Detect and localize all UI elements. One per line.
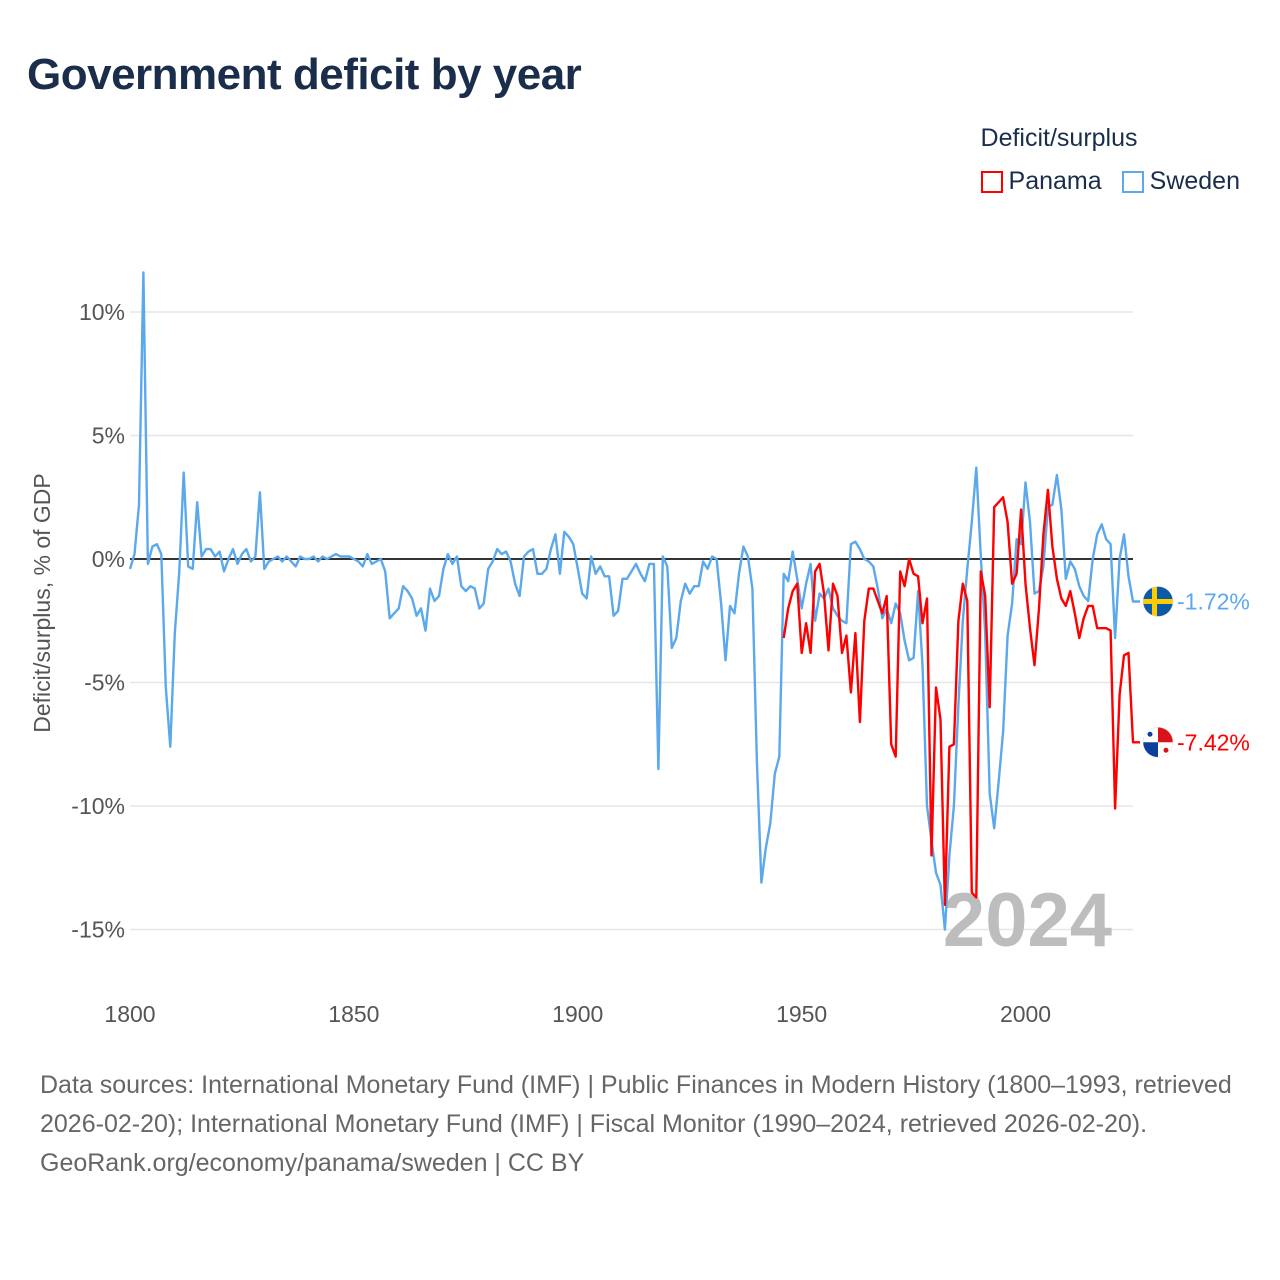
y-axis-label: Deficit/surplus, % of GDP bbox=[29, 473, 55, 732]
flag-body bbox=[1143, 586, 1173, 617]
end-value-label: -1.72% bbox=[1177, 588, 1250, 614]
legend: Deficit/surplus Panama Sweden bbox=[980, 124, 1240, 196]
flag-sweden-icon bbox=[1142, 586, 1174, 617]
flag-quarter bbox=[1143, 742, 1158, 758]
flag-cross bbox=[1143, 598, 1173, 604]
legend-label: Sweden bbox=[1149, 167, 1240, 195]
y-tick-label: -15% bbox=[71, 917, 125, 943]
flag-panama-icon bbox=[1142, 727, 1174, 758]
y-tick-label: 0% bbox=[92, 546, 125, 572]
y-tick-label: 10% bbox=[79, 299, 125, 325]
flag-border bbox=[1142, 727, 1174, 758]
legend-item-panama[interactable]: Panama bbox=[980, 167, 1102, 196]
chart-title: Government deficit by year bbox=[27, 50, 582, 99]
line-chart: 10% 5% 0% -5% -10% -15% 1800 1850 1900 1950 2000 De… bbox=[29, 271, 1250, 1027]
year-annotation: 2024 bbox=[943, 878, 1112, 963]
flag-body bbox=[1143, 727, 1173, 758]
flag-star bbox=[1147, 731, 1153, 737]
legend-title: Deficit/surplus bbox=[980, 124, 1138, 152]
x-tick-label: 2000 bbox=[1000, 1001, 1051, 1027]
y-tick-label: 5% bbox=[92, 423, 125, 449]
x-tick-label: 1800 bbox=[104, 1001, 155, 1027]
series-line-panama bbox=[782, 488, 1140, 906]
series-line-sweden bbox=[128, 271, 1140, 931]
footer: Data sources: International Monetary Fun… bbox=[40, 1066, 1240, 1183]
legend-item-sweden[interactable]: Sweden bbox=[1121, 167, 1240, 196]
y-tick-label: -5% bbox=[84, 670, 125, 696]
flag-border bbox=[1142, 586, 1174, 617]
legend-label: Panama bbox=[1008, 167, 1102, 195]
flag-cross bbox=[1152, 586, 1157, 617]
x-tick-label: 1850 bbox=[328, 1001, 379, 1027]
credit-link[interactable]: GeoRank.org/economy/panama/sweden | CC B… bbox=[40, 1149, 585, 1177]
flag-star bbox=[1163, 747, 1169, 753]
legend-swatch-sweden bbox=[1121, 170, 1144, 193]
x-tick-label: 1950 bbox=[776, 1001, 827, 1027]
y-tick-label: -10% bbox=[71, 793, 125, 819]
end-value-label: -7.42% bbox=[1177, 729, 1250, 755]
legend-swatch-panama bbox=[980, 170, 1003, 193]
x-tick-label: 1900 bbox=[552, 1001, 603, 1027]
data-sources: Data sources: International Monetary Fun… bbox=[40, 1071, 1232, 1138]
flag-quarter bbox=[1158, 727, 1173, 743]
